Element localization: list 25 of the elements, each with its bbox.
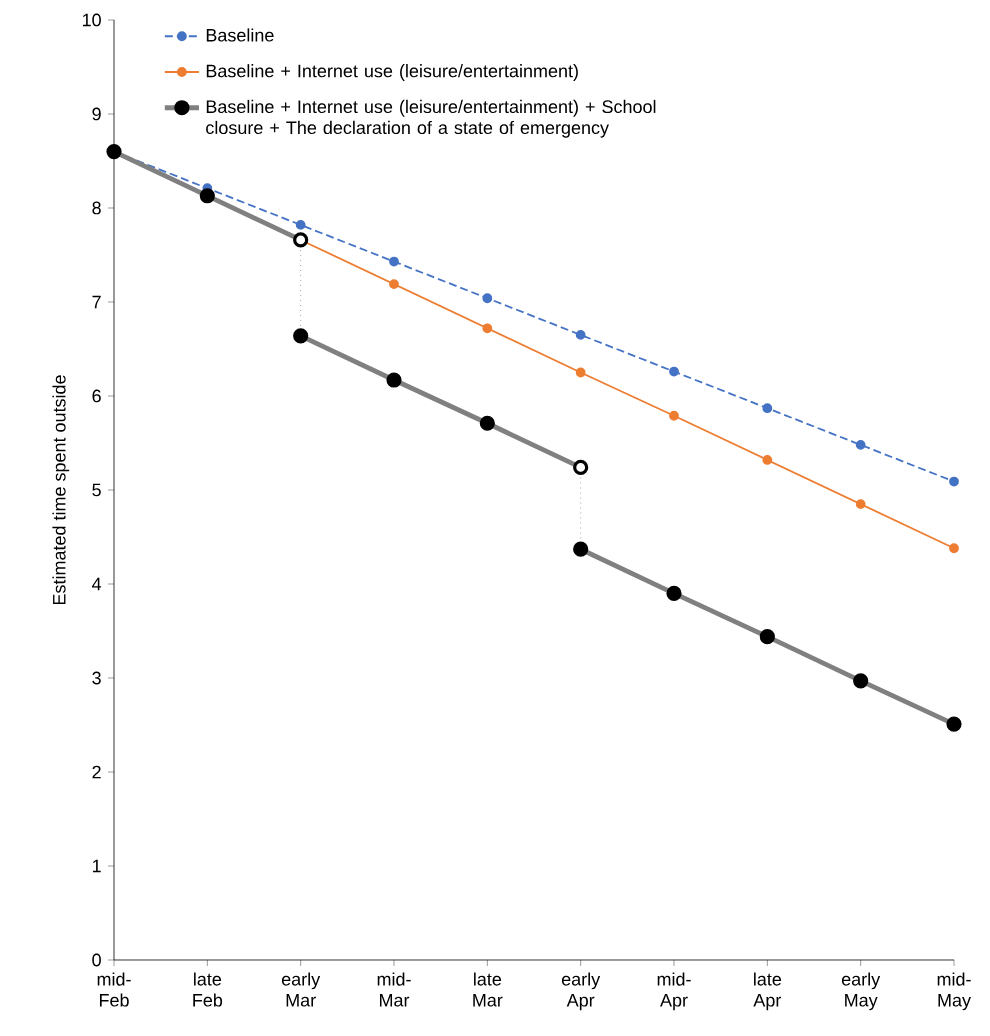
legend-label: Baseline (206, 28, 274, 42)
x-tick-label: mid- Apr (657, 972, 691, 1011)
x-tick-label: early Mar (281, 972, 321, 1007)
y-tick-label: 2 (92, 765, 101, 779)
y-tick-label: 10 (82, 13, 101, 27)
x-tick-label: mid- Feb (97, 972, 131, 1007)
y-axis-title: Estimated time spent outside (52, 375, 70, 605)
x-tick-label: mid- Mar (377, 972, 411, 1007)
legend-label: Baseline + Internet use (leisure/entertainment) (206, 64, 578, 81)
x-tick-label: mid- May (937, 972, 971, 1011)
y-tick-label: 5 (92, 483, 101, 497)
y-tick-label: 3 (92, 671, 101, 685)
y-tick-label: 7 (92, 295, 101, 309)
x-tick-label: late Mar (473, 972, 503, 1007)
y-tick-label: 6 (92, 389, 101, 403)
x-tick-label: late Apr (753, 972, 782, 1011)
legend-label: Baseline + Internet use (leisure/entertainment) + School closure + The declaration of a state of emergency (206, 99, 656, 138)
x-tick-label: early Apr (561, 972, 601, 1011)
x-tick-label: early May (841, 972, 881, 1011)
y-tick-label: 9 (92, 107, 101, 121)
x-tick-label: late Feb (193, 972, 223, 1007)
y-tick-label: 4 (92, 577, 102, 591)
y-tick-label: 0 (92, 953, 101, 967)
y-tick-label: 1 (92, 859, 101, 873)
y-tick-label: 8 (92, 201, 101, 215)
